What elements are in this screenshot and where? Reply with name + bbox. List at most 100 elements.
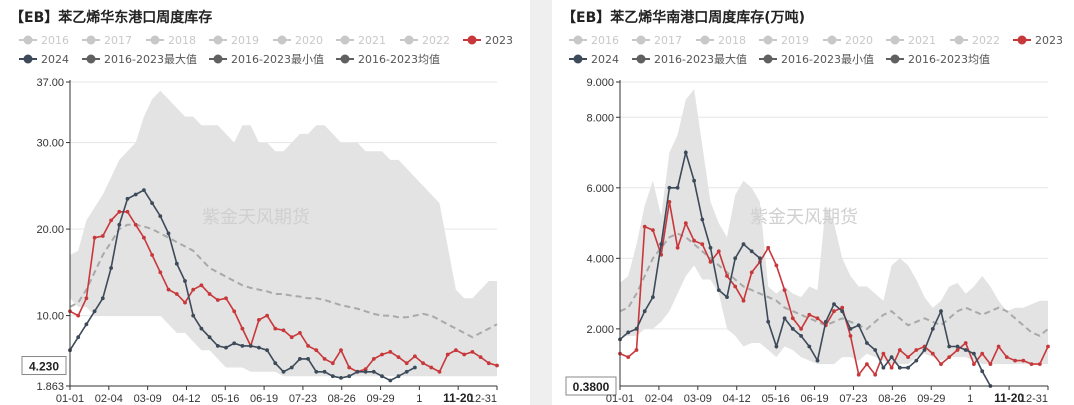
data-point <box>832 309 836 314</box>
data-point <box>996 344 1001 349</box>
y-tick-label: 4.000 <box>586 253 614 265</box>
y-tick-label: 2.000 <box>586 324 614 336</box>
data-point <box>306 357 310 361</box>
legend-item[interactable]: 2016-2023最大值 <box>632 52 747 66</box>
legend-item[interactable]: 2022 <box>400 34 450 47</box>
data-point <box>848 327 853 331</box>
x-tick-label: 09-29 <box>366 393 394 405</box>
data-point <box>76 335 81 340</box>
data-point <box>388 350 393 354</box>
legend-item[interactable]: 2021 <box>886 34 936 47</box>
legend-swatch-dot <box>150 35 160 45</box>
legend-item[interactable]: 2016-2023最小值 <box>209 53 324 66</box>
data-point <box>166 287 171 292</box>
data-point <box>289 335 294 340</box>
legend-item[interactable]: 2016 <box>569 34 619 47</box>
data-point <box>454 348 458 353</box>
legend-label: 2016 <box>41 34 69 47</box>
data-point <box>856 372 861 377</box>
legend-swatch-dot <box>573 35 583 45</box>
legend-item[interactable]: 2016-2023最大值 <box>82 52 197 66</box>
data-point <box>815 316 820 321</box>
data-point <box>339 348 343 353</box>
legend-item[interactable]: 2016 <box>19 34 69 47</box>
data-point <box>109 266 113 270</box>
legend-item[interactable]: 2019 <box>759 34 809 47</box>
data-point <box>240 326 245 331</box>
data-point <box>478 355 483 359</box>
legend-item[interactable]: 2024 <box>569 53 619 66</box>
data-point <box>388 378 393 383</box>
legend-item[interactable]: 2020 <box>823 34 873 47</box>
legend-item[interactable]: 2016-2023均值 <box>336 53 440 66</box>
max-min-band <box>70 90 497 377</box>
data-point <box>207 335 212 340</box>
data-point <box>922 348 927 352</box>
data-point <box>708 245 713 250</box>
legend-label: 2016-2023最小值 <box>781 53 874 66</box>
y-pointer-label: 0.3800 <box>565 376 617 396</box>
data-point <box>158 214 163 219</box>
data-point <box>930 327 935 331</box>
data-point <box>355 369 360 374</box>
data-point <box>1046 344 1050 349</box>
y-tick-label: 9.000 <box>586 77 614 89</box>
data-point <box>865 362 869 366</box>
x-tick-label: 12-31 <box>469 393 497 405</box>
data-point <box>142 188 146 193</box>
legend-item[interactable]: 2017 <box>82 34 132 47</box>
data-point <box>437 369 442 374</box>
chart-east-svg: 2016 2017 2018 2019 2020 2021 2022 2023 2024 2016… <box>19 34 513 405</box>
legend-label: 2016 <box>591 34 619 47</box>
legend-item[interactable]: 2016-2023均值 <box>886 53 990 66</box>
data-point <box>125 209 130 214</box>
data-point <box>257 345 261 350</box>
legend-swatch-dot <box>763 35 773 45</box>
legend-item[interactable]: 2023 <box>1013 34 1063 47</box>
data-point <box>183 300 187 305</box>
legend-item[interactable]: 2018 <box>146 34 196 47</box>
data-point <box>873 372 878 377</box>
data-point <box>897 365 902 370</box>
x-tick-label: 07-23 <box>289 393 317 405</box>
y-pointer-value: 4.230 <box>29 360 59 374</box>
legend-label: 2024 <box>41 53 69 66</box>
legend-item[interactable]: 2024 <box>19 53 69 66</box>
x-tick-label: 11-20 <box>443 391 473 405</box>
data-point <box>651 228 655 233</box>
data-point <box>445 352 450 357</box>
data-point <box>191 313 196 318</box>
legend-item[interactable]: 2022 <box>950 34 1000 47</box>
legend-item[interactable]: 2018 <box>696 34 746 47</box>
legend-item[interactable]: 2019 <box>209 34 259 47</box>
data-point <box>150 253 155 257</box>
data-point <box>799 334 803 338</box>
data-point <box>626 330 631 335</box>
watermark: 紫金天风期货 <box>202 207 310 228</box>
data-point <box>815 358 820 363</box>
legend-item[interactable]: 2021 <box>336 34 386 47</box>
data-point <box>782 288 787 292</box>
data-point <box>651 295 655 299</box>
data-point <box>314 369 319 374</box>
legend-item[interactable]: 2020 <box>273 34 323 47</box>
x-tick-label: 04-12 <box>723 393 751 405</box>
data-point <box>84 322 89 327</box>
data-point <box>634 327 639 331</box>
data-point <box>840 309 845 314</box>
legend-item[interactable]: 2016-2023最小值 <box>759 53 874 66</box>
legend-item[interactable]: 2023 <box>463 34 513 47</box>
series-line-2024 <box>619 149 992 387</box>
data-point <box>782 316 787 321</box>
data-point <box>199 326 204 331</box>
legend-item[interactable]: 2017 <box>632 34 682 47</box>
data-point <box>1037 362 1042 366</box>
data-point <box>322 369 327 374</box>
legend-label: 2023 <box>485 34 513 47</box>
legend-label: 2016-2023均值 <box>358 53 440 66</box>
data-point <box>832 302 836 307</box>
x-tick-label: 09-29 <box>917 393 945 405</box>
data-point <box>955 348 960 352</box>
data-point <box>125 196 130 201</box>
data-point <box>1013 358 1017 363</box>
